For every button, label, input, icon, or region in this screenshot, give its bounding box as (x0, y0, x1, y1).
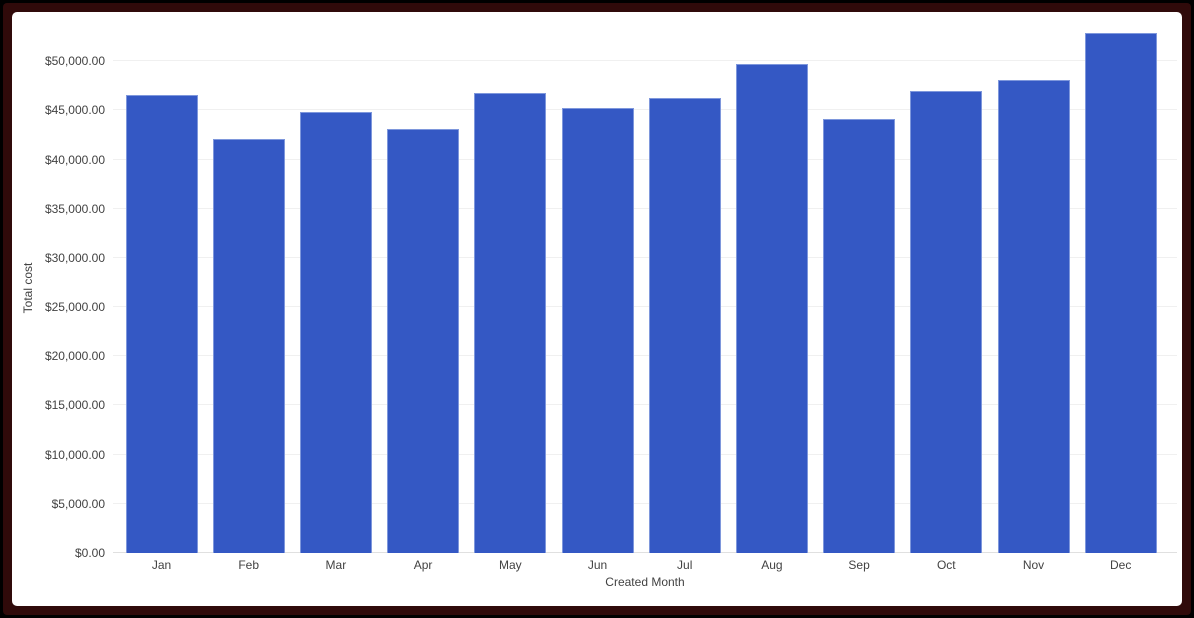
x-tick-label-jul: Jul (677, 558, 693, 572)
gridline (113, 256, 1177, 258)
x-tick-label-jan: Jan (151, 558, 172, 572)
plot-area (113, 12, 1177, 553)
chart-card: Total cost $0.00 $5,000.00 $10,000.00 $15,0… (12, 12, 1182, 606)
window-frame: Total cost $0.00 $5,000.00 $10,000.00 $15,0… (3, 3, 1191, 615)
y-axis-labels: $0.00 $5,000.00 $10,000.00 $15,000.00 $20,00… (12, 12, 105, 560)
bar-aug[interactable] (735, 64, 808, 553)
y-tick-label: $15,000.00 (44, 398, 105, 413)
gridline (113, 207, 1177, 209)
bar-nov[interactable] (997, 79, 1070, 553)
y-tick-label: $20,000.00 (44, 349, 105, 364)
x-tick-label-may: May (498, 558, 522, 572)
y-tick-label: $45,000.00 (44, 103, 105, 118)
x-axis-baseline (113, 552, 1177, 553)
y-tick-label: $30,000.00 (44, 250, 105, 265)
gridline (113, 453, 1177, 455)
gridline (113, 502, 1177, 504)
y-tick-label: $0.00 (74, 546, 105, 560)
bar-oct[interactable] (910, 90, 983, 553)
x-tick-label-sep: Sep (848, 558, 870, 572)
bar-jan[interactable] (125, 94, 198, 553)
y-tick-label: $35,000.00 (44, 201, 105, 216)
bar-apr[interactable] (387, 129, 460, 553)
gridline (113, 306, 1177, 308)
bar-mar[interactable] (299, 112, 372, 553)
gridline (113, 355, 1177, 357)
x-tick-label-aug: Aug (761, 558, 783, 572)
bar-jul[interactable] (648, 97, 721, 553)
x-tick-label-dec: Dec (1110, 558, 1132, 572)
gridline (113, 60, 1177, 62)
x-tick-label-apr: Apr (413, 558, 433, 572)
y-tick-label: $25,000.00 (44, 300, 105, 315)
bar-feb[interactable] (212, 138, 285, 553)
gridline (113, 404, 1177, 406)
bar-jun[interactable] (561, 108, 634, 553)
x-tick-label-jun: Jun (587, 558, 608, 572)
x-tick-label-nov: Nov (1022, 558, 1045, 572)
gridline (113, 158, 1177, 160)
x-tick-label-feb: Feb (238, 558, 260, 572)
gridline (113, 109, 1177, 111)
x-tick-label-oct: Oct (936, 558, 956, 572)
y-tick-label: $10,000.00 (44, 447, 105, 462)
y-tick-label: $40,000.00 (44, 152, 105, 167)
bar-sep[interactable] (823, 119, 896, 553)
y-tick-label: $50,000.00 (44, 54, 105, 69)
x-tick-label-mar: Mar (325, 558, 347, 572)
bar-chart: Total cost $0.00 $5,000.00 $10,000.00 $15,0… (12, 12, 1182, 606)
bar-dec[interactable] (1084, 32, 1157, 553)
y-tick-label: $5,000.00 (51, 496, 105, 511)
bar-may[interactable] (474, 92, 547, 553)
x-axis-title: Created Month (605, 575, 685, 589)
